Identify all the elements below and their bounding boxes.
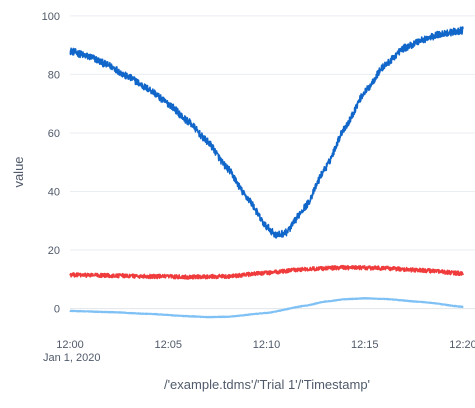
series-line-1 xyxy=(69,26,464,239)
x-tick-label: 12:20 xyxy=(449,339,475,351)
gridlines xyxy=(70,15,475,310)
x-axis-title: /'example.tdms'/'Trial 1'/'Timestamp' xyxy=(164,377,370,392)
y-tick-label: 80 xyxy=(48,69,60,81)
series-line-2 xyxy=(69,264,464,280)
y-tick-label: 20 xyxy=(48,245,60,257)
x-tick-labels: 12:00 12:05 12:10 12:15 12:20 xyxy=(56,339,475,351)
series-line-3 xyxy=(69,297,464,319)
x-tick-label: 12:10 xyxy=(253,339,281,351)
y-axis-title: value xyxy=(11,156,26,187)
y-tick-label: 0 xyxy=(54,304,60,316)
x-tick-label: 12:05 xyxy=(154,339,182,351)
y-tick-label: 60 xyxy=(48,128,60,140)
series-lines xyxy=(69,26,464,319)
x-tick-label: 12:00 xyxy=(56,339,84,351)
y-tick-label: 100 xyxy=(42,11,60,23)
y-tick-label: 40 xyxy=(48,186,60,198)
y-tick-labels: 0 20 40 60 80 100 xyxy=(42,11,60,316)
x-tick-label: 12:15 xyxy=(351,339,379,351)
x-tick-date-label: Jan 1, 2020 xyxy=(43,352,101,364)
